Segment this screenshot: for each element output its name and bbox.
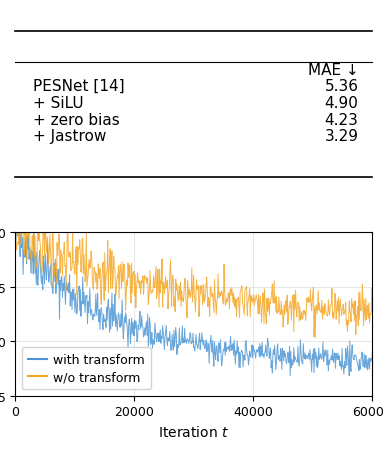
Legend: with transform, w/o transform: with transform, w/o transform bbox=[22, 348, 151, 389]
X-axis label: Iteration $t$: Iteration $t$ bbox=[158, 424, 230, 439]
